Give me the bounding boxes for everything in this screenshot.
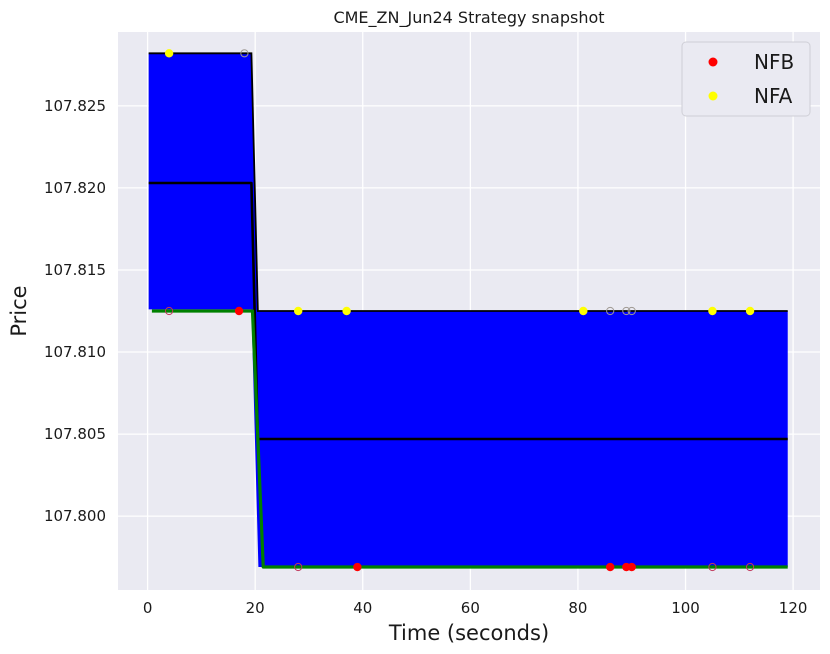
bid-line [151, 309, 788, 569]
x-tick-label-6: 120 [779, 599, 808, 617]
x-tick-label-3: 60 [461, 599, 480, 617]
plot-area [148, 49, 788, 572]
y-tick-label-4: 107.820 [44, 179, 106, 197]
legend: NFB NFA [681, 41, 811, 117]
x-tick-label-4: 80 [568, 599, 587, 617]
x-tick-label-2: 40 [353, 599, 372, 617]
x-tick-label-5: 100 [671, 599, 700, 617]
legend-marker-nfa [708, 91, 718, 101]
mid-line [148, 181, 788, 441]
hollow-marker-bid_side-1 [294, 562, 303, 572]
hollow-marker-ask_side-1 [606, 306, 615, 316]
hollow-marker-bid_side-3 [745, 562, 755, 572]
hollow-marker-bid_side-0 [165, 306, 174, 316]
chart-title: CME_ZN_Jun24 Strategy snapshot [333, 8, 604, 28]
point-nfa-0 [164, 49, 174, 58]
ask-line [148, 52, 788, 312]
point-nfb-0 [234, 306, 244, 316]
legend-label-nfb: NFB [754, 50, 794, 74]
point-nfa-2 [342, 306, 351, 316]
y-axis-label: Price [7, 285, 31, 336]
x-axis: 0 20 40 60 80 100 120 [143, 599, 808, 617]
point-nfb-2 [606, 562, 615, 572]
x-axis-label: Time (seconds) [388, 621, 549, 645]
y-tick-label-3: 107.815 [44, 261, 106, 279]
y-axis: 107.800 107.805 107.810 107.815 107.820 107.8… [44, 97, 106, 525]
y-tick-label-5: 107.825 [44, 97, 106, 115]
point-nfa-3 [579, 306, 588, 316]
legend-marker-nfb [708, 57, 718, 67]
y-tick-label-0: 107.800 [44, 507, 106, 525]
y-tick-label-2: 107.810 [44, 343, 106, 361]
point-nfa-5 [745, 306, 755, 316]
point-nfa-1 [294, 306, 303, 316]
y-tick-label-1: 107.805 [44, 425, 106, 443]
legend-label-nfa: NFA [754, 84, 793, 108]
x-tick-label-1: 20 [246, 599, 265, 617]
x-tick-label-0: 0 [143, 599, 153, 617]
hollow-marker-ask_side-2 [622, 306, 631, 316]
point-nfa-4 [708, 306, 717, 316]
hollow-marker-ask_side-0 [240, 49, 249, 58]
point-nfb-1 [353, 562, 362, 572]
point-nfb-4 [627, 562, 636, 572]
hollow-marker-bid_side-2 [708, 562, 717, 572]
hollow-marker-ask_side-3 [627, 306, 636, 316]
